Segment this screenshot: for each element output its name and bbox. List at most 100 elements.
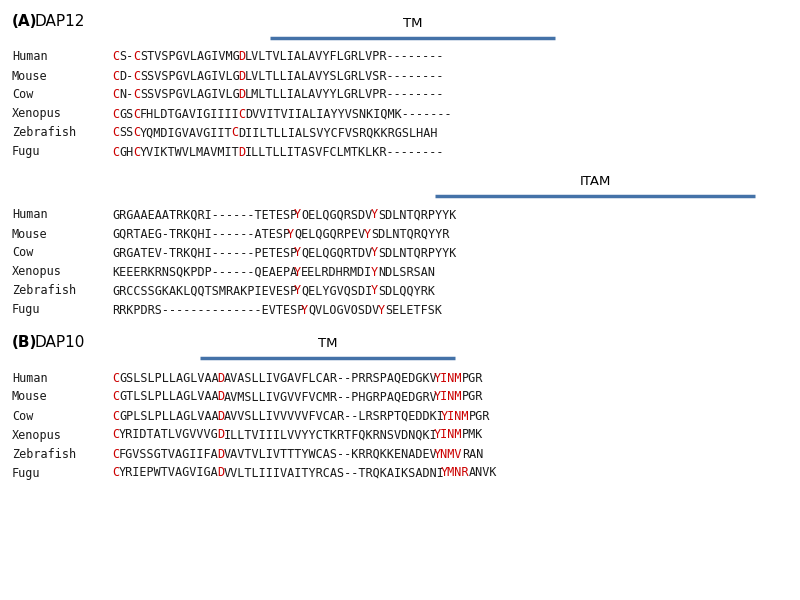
Text: Y: Y	[294, 265, 301, 278]
Text: ANVK: ANVK	[469, 467, 498, 479]
Text: AVVSLLIVVVVVFVCAR--LRSRPTQEDDKI: AVVSLLIVVVVVFVCAR--LRSRPTQEDDKI	[224, 409, 445, 422]
Text: YINM: YINM	[434, 371, 462, 385]
Text: PGR: PGR	[462, 371, 483, 385]
Text: YINM: YINM	[434, 428, 462, 442]
Text: Y: Y	[287, 227, 294, 241]
Text: ITAM: ITAM	[579, 175, 610, 188]
Text: Zebrafish: Zebrafish	[12, 448, 76, 461]
Text: PGR: PGR	[462, 391, 483, 403]
Text: SDLQQYRK: SDLQQYRK	[378, 284, 435, 298]
Text: RAN: RAN	[462, 448, 483, 461]
Text: OELQGQRSDV: OELQGQRSDV	[301, 208, 372, 221]
Text: SDLNTQRPYYK: SDLNTQRPYYK	[378, 208, 456, 221]
Text: Mouse: Mouse	[12, 227, 48, 241]
Text: DAP12: DAP12	[34, 14, 84, 29]
Text: D: D	[217, 371, 224, 385]
Text: D: D	[238, 70, 245, 82]
Text: YQMDIGVAVGIIT: YQMDIGVAVGIIT	[140, 127, 233, 139]
Text: GRGAAEAATRKQRI------TETESP: GRGAAEAATRKQRI------TETESP	[112, 208, 298, 221]
Text: C: C	[231, 127, 238, 139]
Text: YRIEPWTVAGVIGA: YRIEPWTVAGVIGA	[119, 467, 218, 479]
Text: Xenopus: Xenopus	[12, 107, 62, 121]
Text: TM: TM	[318, 337, 338, 350]
Text: YMNR: YMNR	[441, 467, 470, 479]
Text: Y: Y	[294, 247, 301, 259]
Text: GQRTAEG-TRKQHI------ATESP: GQRTAEG-TRKQHI------ATESP	[112, 227, 290, 241]
Text: Human: Human	[12, 371, 48, 385]
Text: SS: SS	[119, 127, 134, 139]
Text: C: C	[133, 88, 140, 101]
Text: GRGATEV-TRKQHI------PETESP: GRGATEV-TRKQHI------PETESP	[112, 247, 298, 259]
Text: D: D	[217, 448, 224, 461]
Text: Cow: Cow	[12, 88, 34, 101]
Text: Y: Y	[378, 304, 385, 317]
Text: GH: GH	[119, 145, 134, 158]
Text: SDLNTQRQYYR: SDLNTQRQYYR	[371, 227, 450, 241]
Text: C: C	[133, 127, 140, 139]
Text: FGVSSGTVAGIIFA: FGVSSGTVAGIIFA	[119, 448, 218, 461]
Text: C: C	[112, 448, 119, 461]
Text: Xenopus: Xenopus	[12, 428, 62, 442]
Text: SSVSPGVLAGIVLG: SSVSPGVLAGIVLG	[140, 70, 240, 82]
Text: Zebrafish: Zebrafish	[12, 127, 76, 139]
Text: D: D	[217, 428, 224, 442]
Text: Y: Y	[371, 208, 378, 221]
Text: KEEERKRNSQKPDP------QEAEPA: KEEERKRNSQKPDP------QEAEPA	[112, 265, 298, 278]
Text: DVVITVIIALIAYYVSNKIQMK-------: DVVITVIIALIAYYVSNKIQMK-------	[245, 107, 452, 121]
Text: C: C	[112, 50, 119, 64]
Text: C: C	[112, 409, 119, 422]
Text: Y: Y	[294, 284, 301, 298]
Text: LVLTVLIALAVYFLGRLVPR--------: LVLTVLIALAVYFLGRLVPR--------	[245, 50, 445, 64]
Text: DAP10: DAP10	[34, 335, 84, 350]
Text: S-: S-	[119, 50, 134, 64]
Text: C: C	[112, 70, 119, 82]
Text: Y: Y	[371, 284, 378, 298]
Text: C: C	[112, 127, 119, 139]
Text: RRKPDRS--------------EVTESP: RRKPDRS--------------EVTESP	[112, 304, 304, 317]
Text: Cow: Cow	[12, 247, 34, 259]
Text: Mouse: Mouse	[12, 70, 48, 82]
Text: GSLSLPLLAGLVAA: GSLSLPLLAGLVAA	[119, 371, 218, 385]
Text: AVMSLLIVGVVFVCMR--PHGRPAQEDGRV: AVMSLLIVGVVFVCMR--PHGRPAQEDGRV	[224, 391, 438, 403]
Text: Human: Human	[12, 50, 48, 64]
Text: Y: Y	[371, 265, 378, 278]
Text: D: D	[238, 145, 245, 158]
Text: GPLSLPLLAGLVAA: GPLSLPLLAGLVAA	[119, 409, 218, 422]
Text: D: D	[217, 391, 224, 403]
Text: (A): (A)	[12, 14, 38, 29]
Text: Xenopus: Xenopus	[12, 265, 62, 278]
Text: GTLSLPLLAGLVAA: GTLSLPLLAGLVAA	[119, 391, 218, 403]
Text: C: C	[112, 88, 119, 101]
Text: C: C	[133, 50, 140, 64]
Text: D: D	[217, 467, 224, 479]
Text: C: C	[112, 428, 119, 442]
Text: D: D	[217, 409, 224, 422]
Text: Human: Human	[12, 208, 48, 221]
Text: VVLTLIIIVAITYRCAS--TRQKAIKSADNI: VVLTLIIIVAITYRCAS--TRQKAIKSADNI	[224, 467, 445, 479]
Text: C: C	[112, 107, 119, 121]
Text: Y: Y	[301, 304, 308, 317]
Text: SSVSPGVLAGIVLG: SSVSPGVLAGIVLG	[140, 88, 240, 101]
Text: STVSPGVLAGIVMG: STVSPGVLAGIVMG	[140, 50, 240, 64]
Text: QELYGVQSDI: QELYGVQSDI	[301, 284, 372, 298]
Text: Y: Y	[294, 208, 301, 221]
Text: Fugu: Fugu	[12, 145, 41, 158]
Text: AVASLLIVGAVFLCAR--PRRSPAQEDGKV: AVASLLIVGAVFLCAR--PRRSPAQEDGKV	[224, 371, 438, 385]
Text: Y: Y	[364, 227, 371, 241]
Text: NDLSRSAN: NDLSRSAN	[378, 265, 435, 278]
Text: DIILTLLIALSVYCFVSRQKKRGSLHAH: DIILTLLIALSVYCFVSRQKKRGSLHAH	[238, 127, 438, 139]
Text: FHLDTGAVIGIIII: FHLDTGAVIGIIII	[140, 107, 240, 121]
Text: C: C	[133, 145, 140, 158]
Text: C: C	[112, 145, 119, 158]
Text: C: C	[133, 70, 140, 82]
Text: QVLOGVOSDV: QVLOGVOSDV	[308, 304, 379, 317]
Text: C: C	[112, 467, 119, 479]
Text: LVLTLLIALAVYSLGRLVSR--------: LVLTLLIALAVYSLGRLVSR--------	[245, 70, 445, 82]
Text: Fugu: Fugu	[12, 467, 41, 479]
Text: Mouse: Mouse	[12, 391, 48, 403]
Text: Cow: Cow	[12, 409, 34, 422]
Text: QELQGQRPEV: QELQGQRPEV	[294, 227, 366, 241]
Text: Y: Y	[371, 247, 378, 259]
Text: PMK: PMK	[462, 428, 483, 442]
Text: YVIKTWVLMAVMIT: YVIKTWVLMAVMIT	[140, 145, 240, 158]
